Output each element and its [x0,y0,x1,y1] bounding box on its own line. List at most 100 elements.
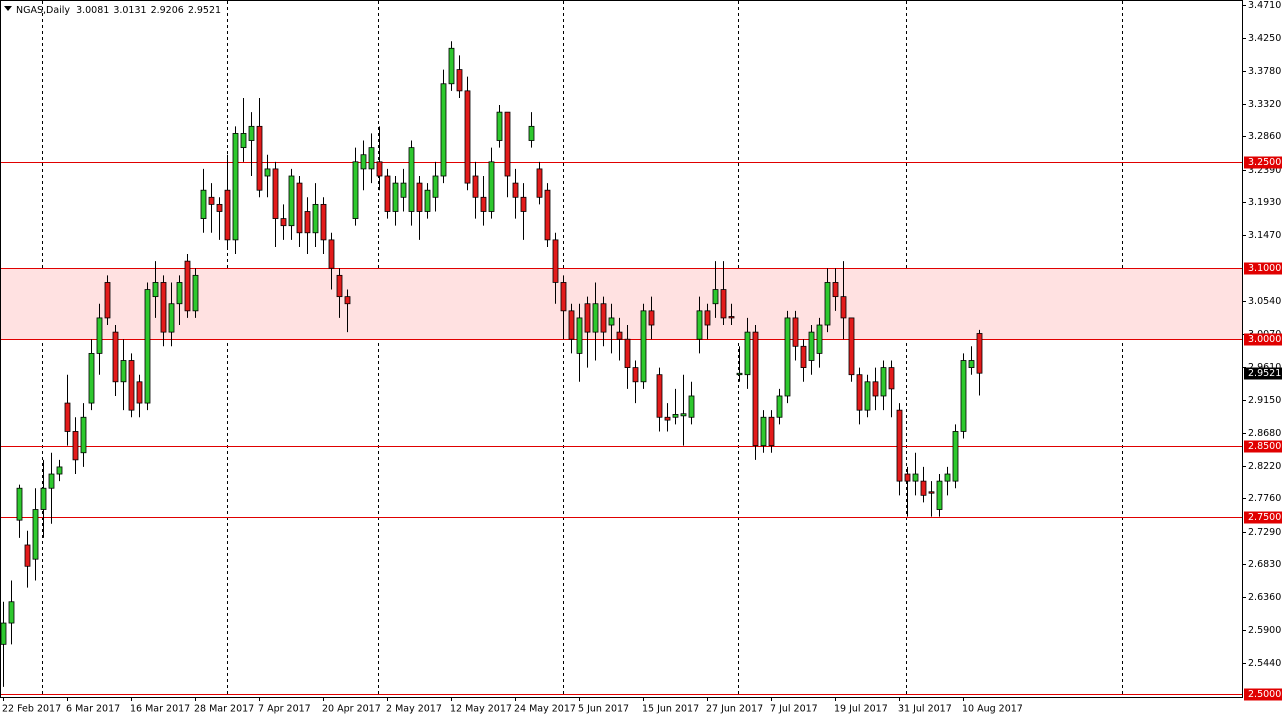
candle-body [152,282,159,298]
candle-body [576,317,583,354]
candle-body [856,374,863,411]
candle-body [88,353,95,404]
x-tick-label: 12 May 2017 [450,704,512,715]
x-tick-label: 27 Jun 2017 [706,704,763,715]
y-tick-label: 3.4250 [1248,33,1281,44]
candle-body [232,133,239,241]
candle-body [24,544,31,567]
candle-body [184,260,191,312]
candle-body [344,296,351,305]
candle-body [104,282,111,319]
candle-body [16,487,23,521]
candle-body [168,303,175,333]
level-label-bg [1244,262,1282,275]
candle-body [976,333,983,374]
header-low: 2.9206 [151,5,184,16]
y-tick-label: 2.5900 [1248,625,1281,636]
candle-body [440,83,447,177]
candle-body [80,416,87,454]
header-open: 3.0081 [76,5,109,16]
menu-triangle[interactable] [4,6,12,11]
candle-body [192,274,199,312]
level-label: 2.8500 [1248,441,1281,452]
candle-body [744,331,751,376]
candle-body [248,125,255,141]
candle-body [176,282,183,305]
candle-body [760,416,767,447]
candle-body [968,360,975,368]
candle-body [584,303,591,333]
x-tick-label: 6 Mar 2017 [66,704,120,715]
candle-body [312,203,319,234]
candle-body [416,182,423,212]
candle-body [424,189,431,212]
candle-body [472,175,479,198]
candle-body [656,374,663,418]
candle-body [320,203,327,241]
candle-body [696,310,703,340]
candle-body [224,189,231,241]
candle-body [544,189,551,241]
level-label: 3.2500 [1248,157,1281,168]
candle-body [272,168,279,219]
candle-body [512,182,519,198]
candle-body [608,317,615,326]
candle-body [72,431,79,461]
y-tick-label: 3.1470 [1248,230,1281,241]
candle-body [264,168,271,177]
candle-body [400,182,407,198]
candle-body [120,360,127,383]
candle-body [616,331,623,340]
y-tick-label: 3.4710 [1248,0,1281,11]
candle-body [848,317,855,376]
candle-body [920,480,927,496]
candle-body [896,409,903,482]
candle-body [136,381,143,404]
y-tick-label: 3.0540 [1248,296,1281,307]
candle-body [432,175,439,198]
candle-body [664,416,671,421]
candle-body [704,310,711,326]
x-tick-label: 15 Jun 2017 [642,704,699,715]
y-tick-label: 2.5440 [1248,658,1281,669]
candle-body [808,331,815,361]
candle-body [672,414,679,418]
support-zone [1,268,1242,340]
x-tick-label: 19 Jul 2017 [834,704,888,715]
candle-body [768,416,775,447]
candle-body [480,196,487,212]
candle-body [336,274,343,298]
y-tick-label: 3.1930 [1248,197,1281,208]
y-tick-label: 2.8680 [1248,428,1281,439]
candle-body [560,282,567,312]
candle-body [328,239,335,269]
price-label: 2.9521 [1248,368,1281,379]
candle-body [40,487,47,510]
x-tick-label: 22 Feb 2017 [2,704,61,715]
candle-body [368,147,375,170]
y-tick-label: 3.3320 [1248,99,1281,110]
candle-body [648,310,655,326]
y-tick-label: 2.8220 [1248,461,1281,472]
candle-body [728,316,735,319]
x-tick-label: 16 Mar 2017 [130,704,190,715]
candle-body [56,466,63,475]
candle-body [632,367,639,383]
x-tick-label: 31 Jul 2017 [898,704,952,715]
candle-body [496,111,503,141]
y-tick-label: 3.2860 [1248,131,1281,142]
candle-body [32,509,39,560]
candle-body [536,168,543,198]
level-label: 3.1000 [1248,263,1281,274]
plot-frame [0,0,1243,698]
candle-body [288,175,295,227]
symbol: NGAS,Daily [16,5,70,16]
candle-body [352,161,359,219]
candle-body [128,360,135,411]
candle-body [688,395,695,418]
candle-body [880,367,887,397]
y-tick-label: 3.3780 [1248,66,1281,77]
x-tick-label: 7 Jul 2017 [770,704,818,715]
candle-body [200,189,207,219]
level-label: 2.5000 [1248,689,1281,700]
